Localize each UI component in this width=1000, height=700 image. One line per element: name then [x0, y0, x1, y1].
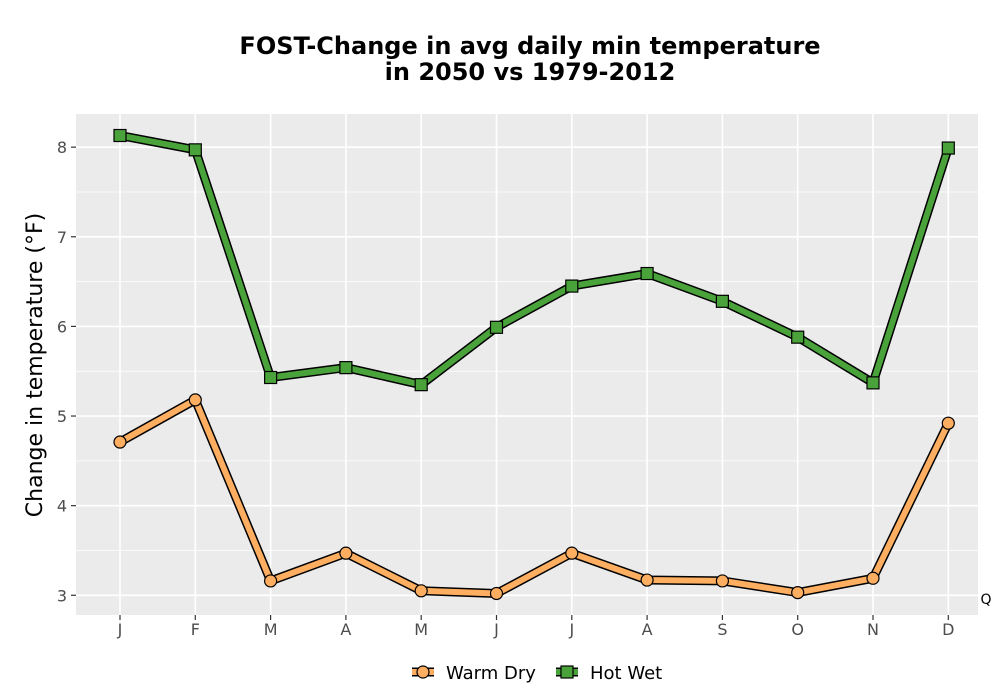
x-tick-label: A — [340, 620, 351, 639]
data-point — [941, 141, 955, 155]
x-tick-label: M — [264, 620, 278, 639]
data-point — [489, 320, 504, 334]
corner-annotation: Q — [980, 592, 991, 608]
data-point — [640, 266, 654, 281]
series-line — [117, 132, 952, 388]
data-point — [339, 546, 353, 560]
data-point — [715, 574, 730, 588]
series-hot-wet — [113, 128, 955, 392]
data-point — [866, 376, 880, 390]
data-point — [791, 330, 805, 344]
x-tick-label: M — [414, 620, 428, 639]
chart-title-line2: in 2050 vs 1979-2012 — [385, 58, 676, 86]
y-tick-label: 8 — [57, 138, 67, 157]
data-point — [565, 279, 579, 293]
chart-title-line1: FOST-Change in avg daily min temperature — [239, 32, 820, 60]
y-tick-label: 3 — [57, 586, 67, 605]
data-point — [188, 393, 202, 407]
data-point — [791, 585, 805, 600]
x-tick-label: J — [568, 620, 574, 639]
data-point — [188, 143, 202, 157]
y-axis-title: Change in temperature (°F) — [23, 213, 48, 517]
legend-label: Hot Wet — [590, 663, 662, 684]
x-tick-label: A — [642, 620, 653, 639]
y-tick-label: 5 — [57, 407, 67, 426]
data-point — [414, 378, 428, 392]
data-point — [113, 128, 127, 143]
data-point — [489, 586, 504, 601]
x-tick-label: F — [191, 620, 200, 639]
legend-marker — [416, 665, 430, 679]
x-tick-label: S — [717, 620, 727, 639]
legend: Warm Dry Hot Wet — [412, 663, 662, 684]
x-tick-label: J — [493, 620, 499, 639]
x-tick-label: J — [117, 620, 123, 639]
y-tick-label: 7 — [57, 228, 67, 247]
y-tick-label: 6 — [57, 317, 67, 336]
data-point — [414, 584, 428, 598]
x-tick-label: O — [791, 620, 804, 639]
data-point — [866, 571, 880, 585]
x-tick-label: N — [867, 620, 879, 639]
y-tick-label: 4 — [57, 497, 67, 516]
data-point — [941, 416, 955, 430]
series-line — [117, 396, 952, 597]
data-point — [565, 546, 579, 560]
plot-panel — [76, 114, 978, 615]
series-layer — [113, 128, 955, 601]
series-warm-dry — [113, 393, 955, 601]
x-tick-label: D — [942, 620, 954, 639]
legend-label: Warm Dry — [446, 663, 536, 684]
legend-marker — [560, 665, 574, 679]
axes: 3 4 5 6 7 8 J F M A M J J A S O N D — [57, 138, 955, 639]
data-point — [640, 573, 654, 587]
data-point — [113, 435, 127, 449]
data-point — [264, 574, 278, 588]
data-point — [264, 370, 278, 385]
data-point — [339, 361, 353, 375]
legend-key — [412, 665, 434, 679]
data-point — [715, 294, 730, 308]
legend-key — [556, 665, 578, 679]
